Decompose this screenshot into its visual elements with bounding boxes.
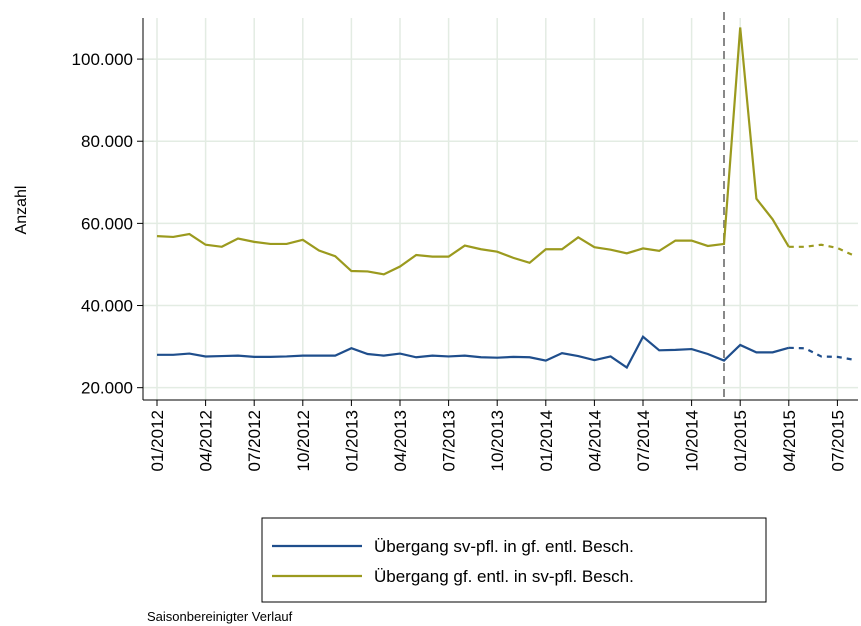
x-tick-label: 07/2015 [828, 410, 847, 471]
y-tick-label: 40.000 [81, 297, 133, 316]
x-tick-label: 04/2013 [391, 410, 410, 471]
x-tick-label: 01/2013 [342, 410, 361, 471]
x-tick-label: 01/2014 [537, 410, 556, 471]
y-axis-label: Anzahl [13, 186, 30, 235]
series-line [788, 346, 854, 361]
x-tick-label: 04/2014 [585, 410, 604, 471]
x-tick-label: 10/2014 [683, 410, 702, 471]
x-tick-label: 07/2014 [634, 410, 653, 471]
legend-box [261, 517, 767, 603]
y-tick-label: 20.000 [81, 379, 133, 398]
x-tick-label: 10/2012 [294, 410, 313, 471]
y-tick-label: 80.000 [81, 132, 133, 151]
series-line [157, 335, 790, 370]
x-tick-label: 07/2013 [440, 410, 459, 471]
legend-label: Übergang sv-pfl. in gf. entl. Besch. [374, 537, 634, 556]
x-tick-label: 01/2012 [148, 410, 167, 471]
x-tick-label: 04/2012 [197, 410, 216, 471]
y-tick-label: 100.000 [72, 50, 133, 69]
x-tick-label: 10/2013 [488, 410, 507, 471]
y-tick-label: 60.000 [81, 214, 133, 233]
series-line [156, 27, 790, 276]
x-tick-label: 07/2012 [245, 410, 264, 471]
x-tick-label: 04/2015 [780, 410, 799, 471]
footnote: Saisonbereinigter Verlauf [147, 609, 293, 624]
x-tick-label: 01/2015 [731, 410, 750, 471]
legend-label: Übergang gf. entl. in sv-pfl. Besch. [374, 567, 634, 586]
series-line [788, 243, 855, 257]
